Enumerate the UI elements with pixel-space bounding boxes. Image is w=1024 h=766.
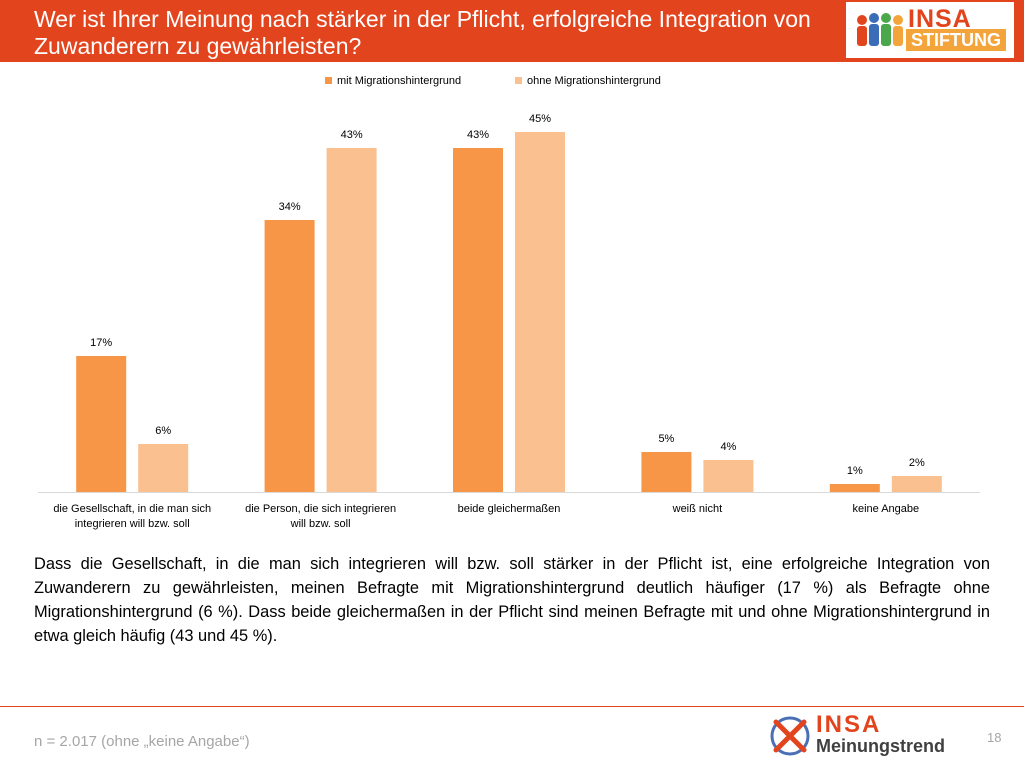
people-icon — [857, 13, 903, 46]
data-label: 43% — [341, 129, 363, 141]
data-label: 1% — [847, 465, 863, 477]
bar-chart: mit Migrationshintergrund ohne Migrations… — [38, 75, 980, 530]
bar — [138, 444, 189, 492]
insa-stiftung-logo: INSA STIFTUNG — [846, 2, 1014, 58]
logo-wordmark: INSA — [908, 5, 972, 33]
category-label: die Person, die sich integrieren will bzw… — [245, 503, 396, 530]
data-label: 6% — [155, 425, 171, 437]
insa-meinungstrend-logo: INSA Meinungstrend — [768, 711, 978, 760]
data-label: 17% — [90, 337, 112, 349]
header-bar: Wer ist Ihrer Meinung nach stärker in de… — [0, 0, 1024, 62]
bar — [326, 148, 377, 492]
bar — [829, 484, 880, 492]
footer-logo-subtitle: Meinungstrend — [816, 736, 945, 756]
data-label: 5% — [658, 433, 674, 445]
bar — [891, 476, 942, 492]
bar — [641, 452, 692, 492]
x-mark-icon — [770, 716, 810, 756]
footer-logo-wordmark: INSA — [816, 711, 882, 738]
bar — [515, 132, 565, 492]
sample-note: n = 2.017 (ohne „keine Angabe“) — [34, 733, 250, 750]
data-label: 45% — [529, 113, 551, 125]
footer-divider — [0, 706, 1024, 707]
legend-label: mit Migrationshintergrund — [337, 75, 461, 87]
logo-subtitle: STIFTUNG — [906, 29, 1006, 51]
legend-swatch — [325, 77, 332, 84]
bar — [703, 460, 754, 492]
slide-title: Wer ist Ihrer Meinung nach stärker in de… — [34, 6, 811, 59]
bar — [76, 356, 127, 492]
legend-label: ohne Migrationshintergrund — [527, 75, 661, 87]
bar — [264, 220, 315, 492]
legend-swatch — [515, 77, 522, 84]
category-label: keine Angabe — [852, 503, 919, 515]
summary-text: Dass die Gesellschaft, in die man sich i… — [34, 555, 990, 645]
data-label: 4% — [720, 441, 736, 453]
page-number: 18 — [987, 730, 1002, 745]
data-label: 2% — [909, 457, 925, 469]
data-label: 34% — [279, 201, 301, 213]
category-label: beide gleichermaßen — [458, 503, 561, 515]
category-label: die Gesellschaft, in die man sich integri… — [53, 503, 211, 530]
category-label: weiß nicht — [672, 503, 723, 515]
bar — [453, 148, 503, 492]
data-label: 43% — [467, 129, 489, 141]
